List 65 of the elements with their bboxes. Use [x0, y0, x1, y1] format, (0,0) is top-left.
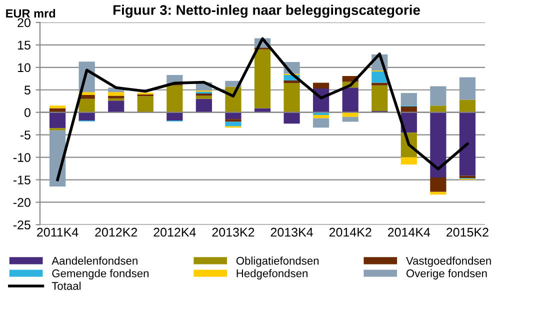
x-tick-label: 2011K4 [37, 228, 78, 237]
bar [49, 112, 66, 128]
bar [284, 80, 300, 84]
bar [78, 98, 95, 112]
legend-label: Totaal [52, 282, 81, 290]
x-tick-label: 2012K4 [154, 228, 196, 237]
y-tick-label: -10 [13, 153, 30, 162]
bar [430, 178, 446, 192]
chart-title: Figuur 3: Netto-inleg naar beleggingscategorie [113, 4, 420, 18]
bar [430, 192, 446, 195]
bar [254, 49, 271, 108]
y-tick-label: -15 [13, 176, 30, 184]
x-tick-label: 2014K4 [388, 228, 430, 237]
y-tick-label: 15 [18, 40, 30, 50]
bar [49, 106, 66, 108]
bar [196, 98, 212, 112]
bar [225, 122, 242, 126]
bar [313, 118, 330, 128]
bar [108, 92, 124, 96]
x-tick-label: 2015K2 [446, 228, 488, 237]
bar [284, 112, 300, 124]
bar [313, 115, 330, 118]
y-tick-label: 10 [18, 63, 30, 72]
bar [430, 86, 446, 106]
bar [400, 157, 417, 164]
bar [459, 112, 476, 176]
legend-label: Aandelenfondsen [52, 256, 138, 265]
x-tick-label: 2013K2 [212, 228, 254, 237]
bar [166, 112, 183, 120]
bar [108, 96, 124, 98]
x-tick-label: 2013K4 [270, 228, 313, 237]
bar [78, 112, 95, 120]
bar [108, 100, 124, 112]
bar [196, 96, 212, 99]
x-tick-label: 2014K2 [329, 228, 372, 237]
y-tick-label: 5 [24, 86, 30, 95]
y-tick-label: 0 [24, 108, 30, 117]
legend-label: Vastgoedfondsen [406, 256, 491, 267]
bar [400, 106, 417, 112]
bar [284, 83, 300, 112]
bar [372, 85, 388, 111]
bar [430, 112, 446, 178]
bar [372, 82, 388, 86]
bar [459, 100, 476, 112]
x-tick-label: 2012K2 [95, 228, 138, 237]
y-tick-label: -20 [13, 198, 30, 207]
bar [313, 82, 330, 89]
bar [400, 93, 417, 106]
bar [137, 96, 154, 112]
y-tick-label: -5 [20, 130, 30, 140]
bar [342, 88, 358, 112]
bar [430, 106, 446, 112]
legend-label: Obligatiefondsen [236, 256, 319, 267]
legend-label: Gemengde fondsen [52, 269, 149, 280]
y-tick-label: -25 [13, 220, 30, 230]
y-axis-title: EUR mrd [6, 8, 56, 18]
legend-label: Overige fondsen [406, 269, 487, 280]
bar [166, 85, 183, 112]
y-tick-label: 20 [18, 18, 30, 28]
bar [342, 116, 358, 122]
bar [225, 119, 242, 122]
legend-label: Hedgefondsen [236, 269, 308, 280]
bar [459, 77, 476, 100]
bar [225, 112, 242, 120]
line-series [56, 37, 469, 182]
